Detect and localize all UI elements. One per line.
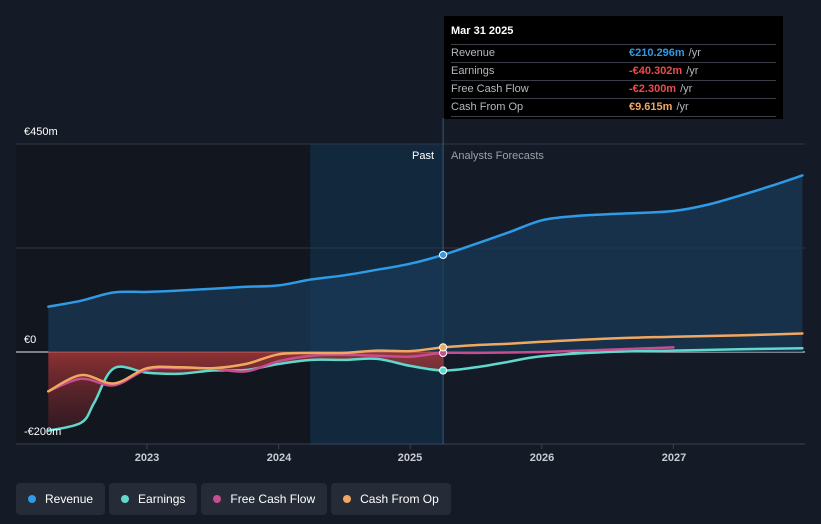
y-tick-label-zero: €0 [24, 334, 37, 346]
past-label: Past [412, 150, 435, 162]
tooltip-value: -€40.302m [629, 65, 683, 77]
tooltip-value: -€2.300m [629, 83, 677, 95]
legend-dot-icon [343, 495, 352, 503]
legend-label: Earnings [138, 492, 186, 506]
series-line-cash-from-op [47, 332, 804, 393]
tooltip-unit: /yr [680, 83, 693, 95]
tooltip-label: Cash From Op [451, 101, 524, 113]
tooltip-unit: /yr [688, 47, 701, 59]
x-tick-label-2023: 2023 [134, 452, 160, 464]
tooltip-label: Free Cash Flow [451, 83, 529, 95]
legend-label: Revenue [45, 492, 94, 506]
legend-label: Cash From Op [360, 492, 439, 506]
series-markers [439, 250, 448, 375]
legend: Revenue Earnings Free Cash Flow Cash Fro… [16, 483, 451, 515]
tooltip-label: Earnings [451, 65, 495, 77]
forecast-label: Analysts Forecasts [451, 150, 544, 162]
x-tick-label-2025: 2025 [397, 452, 423, 464]
legend-item-earnings[interactable]: Earnings [109, 483, 198, 515]
marker-cash-from-op [439, 343, 448, 352]
revenue-area [48, 175, 803, 352]
y-tick-label-top: €450m [24, 126, 58, 138]
series-line-earnings [47, 347, 804, 432]
y-tick-label-bottom: -€200m [24, 426, 62, 438]
legend-item-cash-from-op[interactable]: Cash From Op [331, 483, 451, 515]
tooltip-value: €9.615m [629, 101, 673, 113]
tooltip-value: €210.296m [629, 47, 685, 59]
legend-dot-icon [213, 495, 222, 503]
x-tick-label-2024: 2024 [266, 452, 292, 464]
legend-item-free-cash-flow[interactable]: Free Cash Flow [201, 483, 328, 515]
legend-label: Free Cash Flow [230, 492, 316, 506]
x-tick-label-2026: 2026 [529, 452, 555, 464]
marker-revenue [439, 250, 448, 260]
tooltip-unit: /yr [686, 65, 699, 77]
series-lines [47, 174, 804, 432]
x-tick-label-2027: 2027 [661, 452, 687, 464]
tooltip-row-revenue: Revenue €210.296m /yr [451, 45, 776, 63]
tooltip-row-earnings: Earnings -€40.302m /yr [451, 63, 776, 81]
tooltip-unit: /yr [676, 101, 689, 113]
tooltip-label: Revenue [451, 47, 496, 59]
tooltip: Mar 31 2025 Revenue €210.296m /yr Earnin… [444, 16, 783, 119]
legend-dot-icon [28, 495, 36, 503]
tooltip-date: Mar 31 2025 [451, 24, 776, 45]
legend-item-revenue[interactable]: Revenue [16, 483, 106, 515]
tooltip-row-free-cash-flow: Free Cash Flow -€2.300m /yr [451, 81, 776, 99]
legend-dot-icon [121, 495, 130, 503]
series-line-revenue [47, 174, 804, 308]
tooltip-row-cash-from-op: Cash From Op €9.615m /yr [451, 99, 776, 117]
marker-earnings [439, 366, 448, 375]
